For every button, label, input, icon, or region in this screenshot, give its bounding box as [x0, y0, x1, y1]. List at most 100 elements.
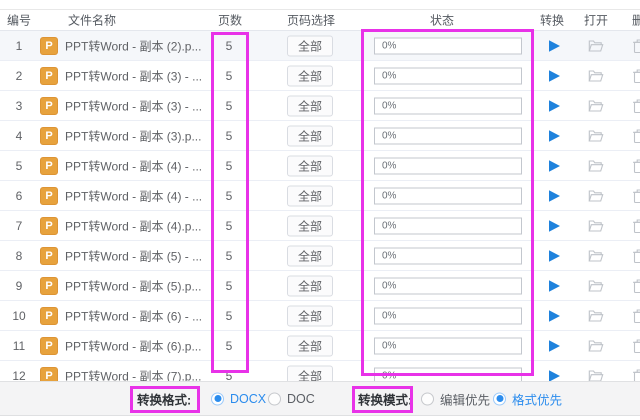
file-name: PPT转Word - 副本 (4) - ...	[65, 159, 203, 173]
table-body: 1 P PPT转Word - 副本 (2).p... 5 全部 0%	[0, 31, 640, 391]
open-folder-icon[interactable]	[588, 159, 604, 173]
delete-trash-icon[interactable]	[633, 158, 640, 173]
progress-bar: 0%	[374, 187, 522, 204]
delete-trash-icon[interactable]	[633, 308, 640, 323]
column-header-page-select: 页码选择	[286, 13, 336, 28]
row-number: 6	[15, 188, 23, 203]
table-row: 3 P PPT转Word - 副本 (3) - ... 5 全部 0%	[0, 91, 640, 121]
radio-docx[interactable]	[211, 392, 224, 405]
row-number: 3	[15, 98, 23, 113]
page-select-button[interactable]: 全部	[287, 155, 333, 176]
delete-trash-icon[interactable]	[633, 68, 640, 83]
delete-trash-icon[interactable]	[633, 338, 640, 353]
row-number: 1	[15, 38, 23, 53]
open-folder-icon[interactable]	[588, 69, 604, 83]
radio-edit-priority-label[interactable]: 编辑优先	[440, 393, 491, 407]
open-folder-icon[interactable]	[588, 189, 604, 203]
file-name: PPT转Word - 副本 (7).p...	[65, 369, 202, 383]
row-number: 4	[15, 128, 23, 143]
ppt-file-icon: P	[40, 216, 58, 235]
convert-play-icon[interactable]	[547, 279, 561, 293]
page-select-button[interactable]: 全部	[287, 335, 333, 356]
column-header-convert: 转换	[539, 13, 565, 28]
radio-doc[interactable]	[268, 392, 281, 405]
table-header: 编号 文件名称 页数 页码选择 状态 转换 打开 删除	[0, 9, 640, 31]
page-select-button[interactable]: 全部	[287, 305, 333, 326]
column-header-filename: 文件名称	[67, 13, 117, 28]
delete-trash-icon[interactable]	[633, 278, 640, 293]
convert-play-icon[interactable]	[547, 249, 561, 263]
radio-edit-priority[interactable]	[421, 392, 434, 405]
page-select-button[interactable]: 全部	[287, 185, 333, 206]
page-count: 5	[225, 98, 233, 113]
row-number: 10	[12, 308, 26, 323]
open-folder-icon[interactable]	[588, 339, 604, 353]
page-select-button[interactable]: 全部	[287, 125, 333, 146]
page-select-button[interactable]: 全部	[287, 245, 333, 266]
radio-format-priority-label[interactable]: 格式优先	[512, 393, 563, 407]
page-count: 5	[225, 248, 233, 263]
delete-trash-icon[interactable]	[633, 188, 640, 203]
page-count: 5	[225, 38, 233, 53]
progress-bar: 0%	[374, 247, 522, 264]
row-number: 2	[15, 68, 23, 83]
column-header-delete: 删除	[632, 13, 640, 28]
convert-play-icon[interactable]	[547, 309, 561, 323]
page-select-button[interactable]: 全部	[287, 275, 333, 296]
open-folder-icon[interactable]	[588, 39, 604, 53]
radio-docx-label[interactable]: DOCX	[230, 391, 267, 406]
convert-play-icon[interactable]	[547, 99, 561, 113]
file-name: PPT转Word - 副本 (3) - ...	[65, 69, 203, 83]
open-folder-icon[interactable]	[588, 309, 604, 323]
row-number: 7	[15, 218, 23, 233]
table-row: 8 P PPT转Word - 副本 (5) - ... 5 全部 0%	[0, 241, 640, 271]
row-number: 8	[15, 248, 23, 263]
page-select-button[interactable]: 全部	[287, 35, 333, 56]
delete-trash-icon[interactable]	[633, 98, 640, 113]
delete-trash-icon[interactable]	[633, 248, 640, 263]
ppt-file-icon: P	[40, 36, 58, 55]
progress-value: 0%	[382, 370, 397, 381]
open-folder-icon[interactable]	[588, 99, 604, 113]
delete-trash-icon[interactable]	[633, 218, 640, 233]
open-folder-icon[interactable]	[588, 219, 604, 233]
file-name: PPT转Word - 副本 (2).p...	[65, 39, 202, 53]
convert-play-icon[interactable]	[547, 69, 561, 83]
ppt-file-icon: P	[40, 306, 58, 325]
progress-bar: 0%	[374, 37, 522, 54]
convert-play-icon[interactable]	[547, 159, 561, 173]
table-row: 2 P PPT转Word - 副本 (3) - ... 5 全部 0%	[0, 61, 640, 91]
delete-trash-icon[interactable]	[633, 38, 640, 53]
page-select-button[interactable]: 全部	[287, 65, 333, 86]
page-select-button[interactable]: 全部	[287, 215, 333, 236]
column-header-pages: 页数	[217, 13, 243, 28]
table-row: 4 P PPT转Word - 副本 (3).p... 5 全部 0%	[0, 121, 640, 151]
page-count: 5	[225, 278, 233, 293]
column-header-no: 编号	[7, 13, 32, 28]
open-folder-icon[interactable]	[588, 279, 604, 293]
open-folder-icon[interactable]	[588, 369, 604, 383]
radio-doc-label[interactable]: DOC	[287, 391, 315, 406]
file-name: PPT转Word - 副本 (6) - ...	[65, 309, 203, 323]
convert-play-icon[interactable]	[547, 129, 561, 143]
ppt-file-icon: P	[40, 336, 58, 355]
file-name: PPT转Word - 副本 (5).p...	[65, 279, 202, 293]
convert-play-icon[interactable]	[547, 39, 561, 53]
convert-mode-label: 转换模式:	[358, 393, 413, 407]
convert-play-icon[interactable]	[547, 189, 561, 203]
table-row: 6 P PPT转Word - 副本 (4) - ... 5 全部 0%	[0, 181, 640, 211]
open-folder-icon[interactable]	[588, 129, 604, 143]
page-select-button[interactable]: 全部	[287, 95, 333, 116]
radio-format-priority[interactable]	[493, 392, 506, 405]
table-row: 5 P PPT转Word - 副本 (4) - ... 5 全部 0%	[0, 151, 640, 181]
convert-play-icon[interactable]	[547, 369, 561, 383]
file-name: PPT转Word - 副本 (3) - ...	[65, 99, 203, 113]
convert-play-icon[interactable]	[547, 339, 561, 353]
convert-play-icon[interactable]	[547, 219, 561, 233]
delete-trash-icon[interactable]	[633, 128, 640, 143]
page-count: 5	[225, 158, 233, 173]
progress-value: 0%	[382, 70, 397, 81]
ppt-file-icon: P	[40, 246, 58, 265]
open-folder-icon[interactable]	[588, 249, 604, 263]
